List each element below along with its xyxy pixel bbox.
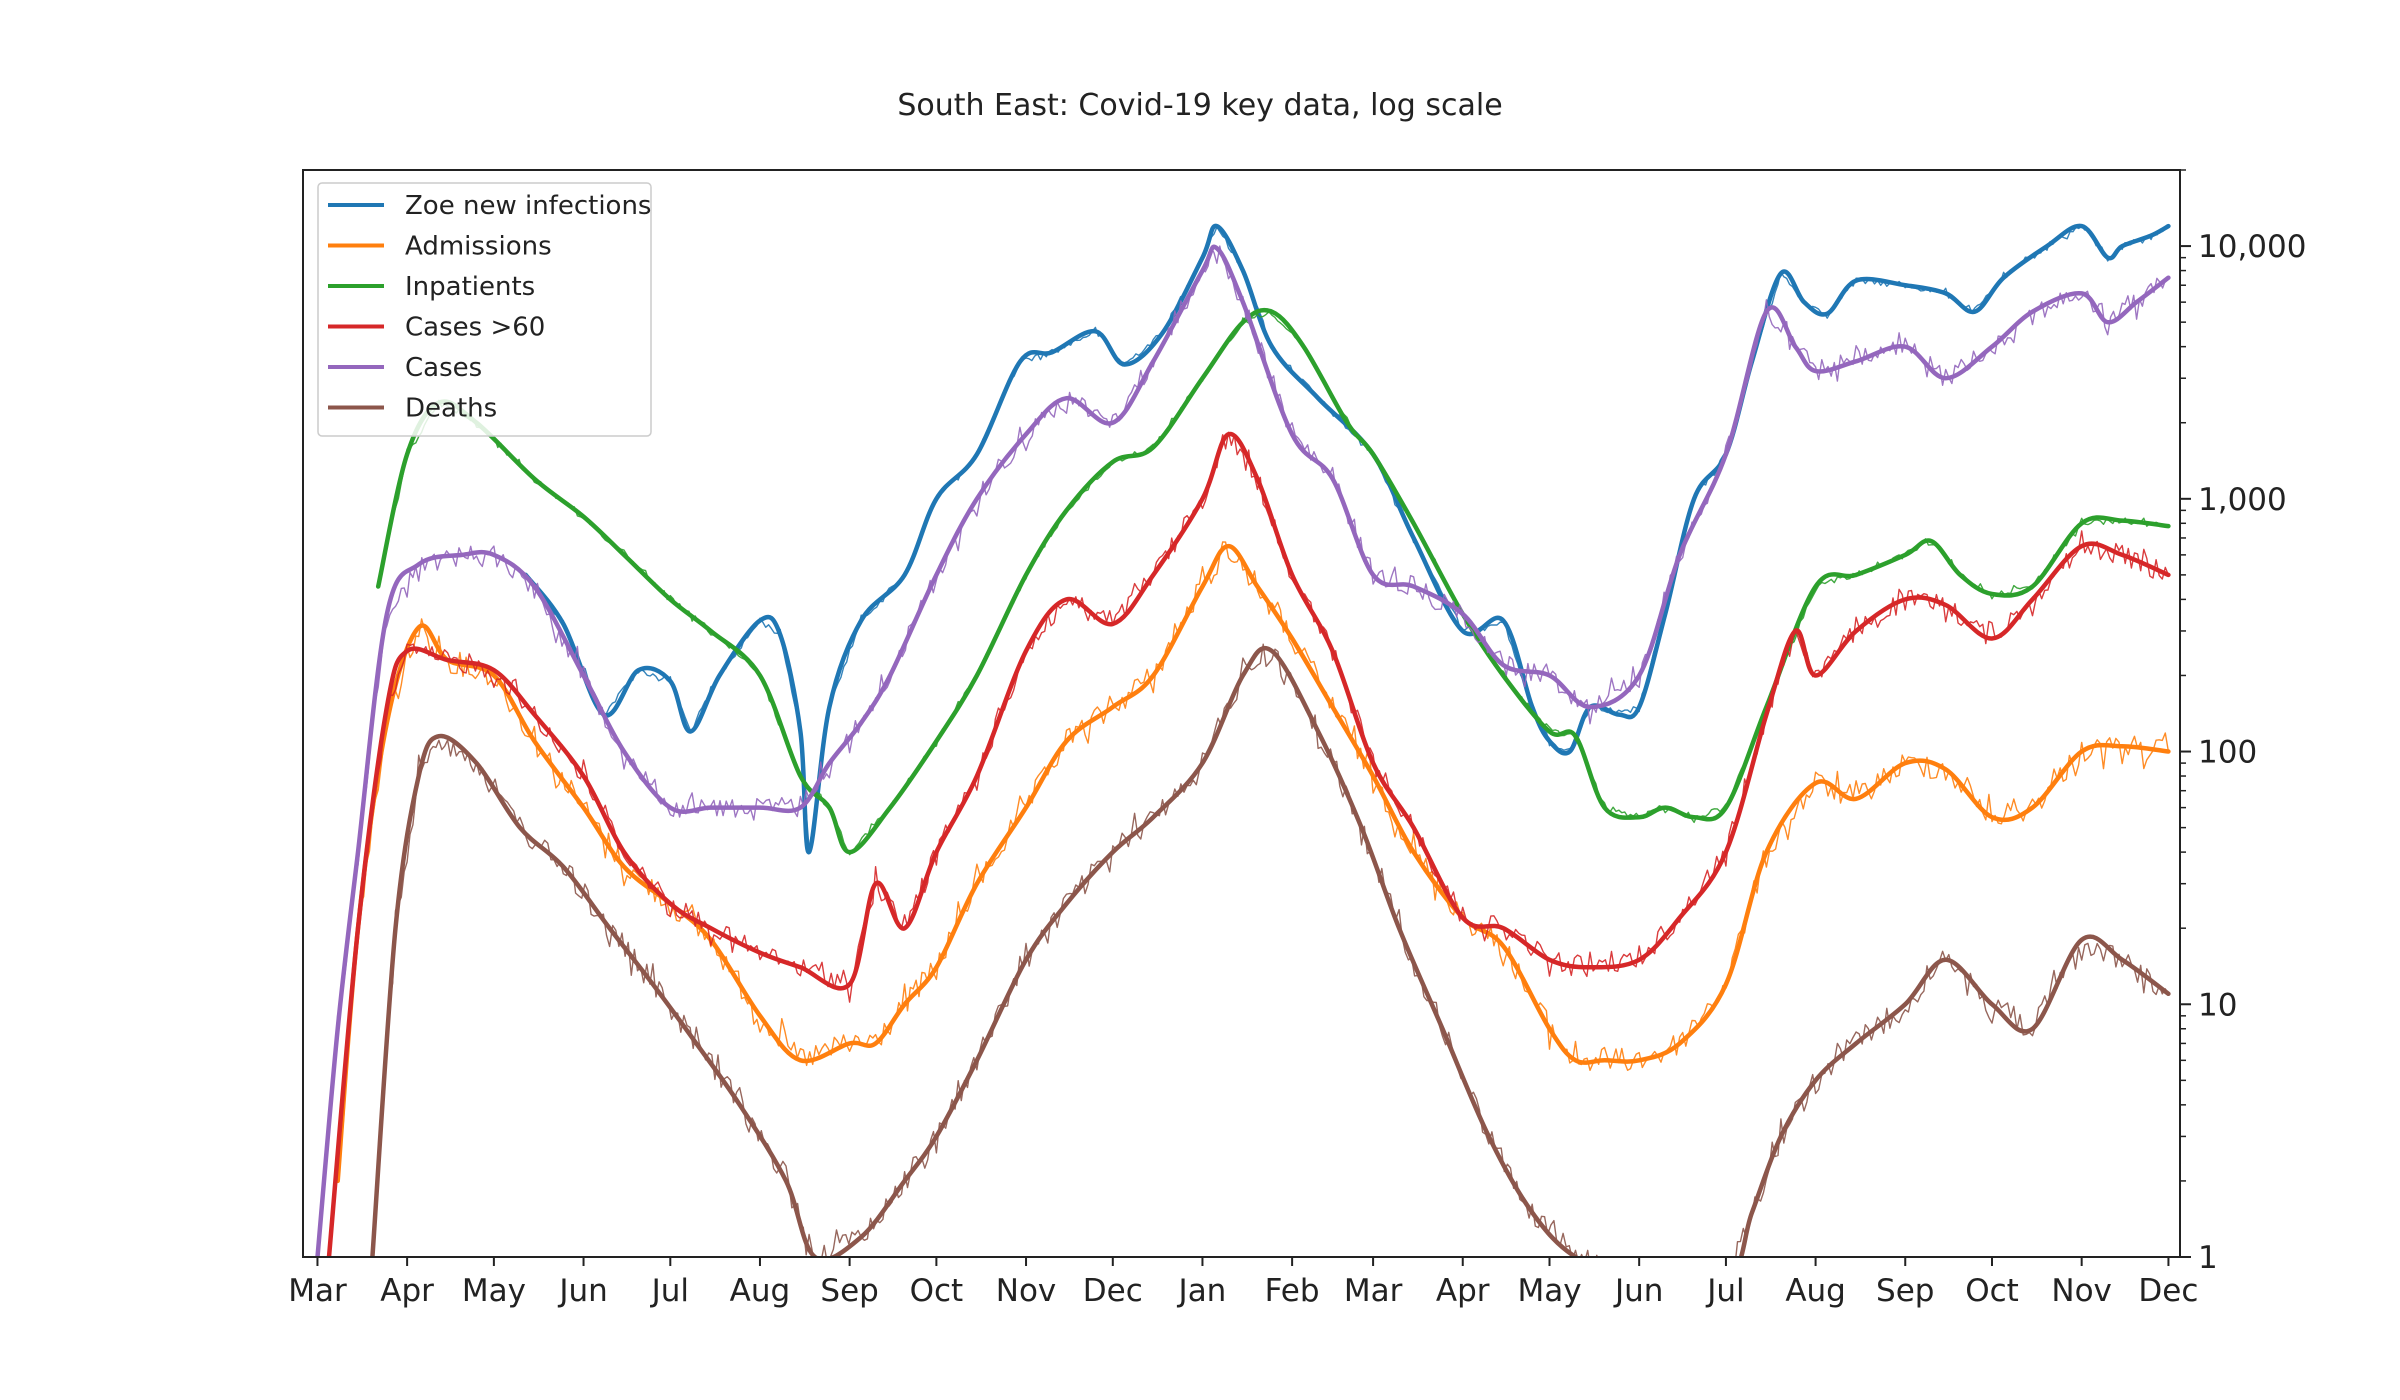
legend-label: Zoe new infections (405, 191, 651, 221)
series-line (326, 432, 2171, 1257)
x-tick-label: May (1517, 1273, 1581, 1309)
chart-title: South East: Covid-19 key data, log scale (897, 88, 1503, 123)
x-tick-label: Mar (1344, 1273, 1403, 1309)
x-tick-label: Jan (1177, 1273, 1227, 1309)
x-tick-label: Nov (996, 1273, 1057, 1309)
series-line (370, 645, 2171, 1257)
series-line (523, 223, 2171, 855)
legend-box (317, 182, 652, 437)
x-tick-label: Dec (1083, 1273, 1143, 1309)
plot-frame (302, 169, 2181, 1258)
series-line (375, 307, 2171, 855)
x-tick-label: Jul (650, 1273, 689, 1309)
x-tick-label: Jun (557, 1273, 607, 1309)
x-tick-label: Nov (2051, 1273, 2112, 1309)
x-tick-label: Sep (820, 1273, 878, 1309)
series-layer (315, 223, 2171, 1257)
legend-label: Deaths (405, 394, 497, 424)
axes-layer: Mar Apr May Jun Jul Aug Sep Oct Nov Dec Jan Feb Mar A… (288, 169, 2306, 1309)
x-tick-label: Aug (1785, 1273, 1846, 1309)
series-raw-line (316, 245, 2169, 1249)
series-raw-line (328, 431, 2170, 1257)
y-tick-label: 1,000 (2198, 482, 2287, 518)
legend-label: Admissions (405, 232, 552, 262)
x-tick-label: Sep (1876, 1273, 1934, 1309)
x-tick-label: Aug (730, 1273, 791, 1309)
series-line (315, 244, 2171, 1257)
x-tick-label: Feb (1265, 1273, 1320, 1309)
legend-label: Inpatients (405, 272, 535, 302)
x-tick-label: Apr (380, 1273, 434, 1309)
y-tick-label: 10 (2198, 987, 2237, 1023)
legend-label: Cases >60 (405, 313, 545, 343)
series-raw-line (525, 225, 2169, 850)
x-tick-label: May (462, 1273, 526, 1309)
legend-label: Cases (405, 353, 482, 383)
legend: Zoe new infections Admissions Inpatients Ca… (317, 182, 652, 437)
y-tick-label: 100 (2198, 735, 2257, 771)
y-tick-label: 10,000 (2198, 229, 2306, 265)
x-tick-label: Jul (1705, 1273, 1744, 1309)
series-line (335, 543, 2171, 1184)
x-tick-label: Jun (1613, 1273, 1663, 1309)
x-tick-label: Dec (2138, 1273, 2198, 1309)
x-tick-label: Oct (1965, 1273, 2019, 1309)
x-tick-label: Apr (1436, 1273, 1490, 1309)
x-tick-label: Mar (288, 1273, 347, 1309)
series-raw-line (337, 541, 2170, 1161)
y-tick-label: 1 (2198, 1240, 2218, 1276)
x-tick-label: Oct (910, 1273, 964, 1309)
